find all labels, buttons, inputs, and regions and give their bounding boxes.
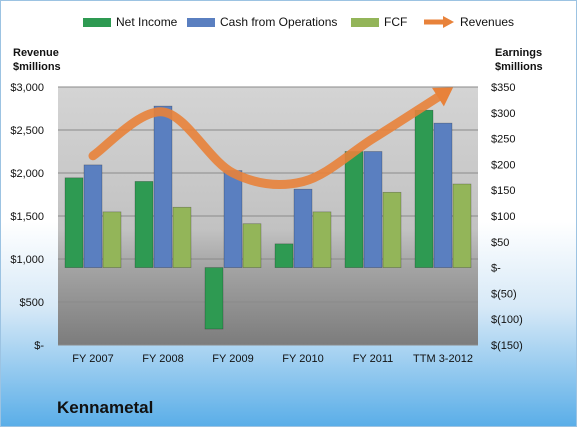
bar-net-income-fy-2009 [205, 268, 223, 329]
bar-cash-from-operations-fy-2011 [364, 152, 382, 268]
bar-net-income-fy-2008 [135, 181, 153, 267]
legend-swatch-cash-from-operations [187, 18, 215, 27]
left-axis-title-line1: Revenue [13, 46, 61, 60]
left-axis-title-line2: $millions [13, 60, 61, 74]
right-tick-label-9: $300 [491, 108, 515, 120]
right-tick-label-6: $150 [491, 185, 515, 197]
legend-label-net-income: Net Income [116, 15, 177, 29]
right-axis-title-line2: $millions [495, 60, 543, 74]
legend-label-fcf: FCF [384, 15, 407, 29]
right-tick-label-7: $200 [491, 159, 515, 171]
right-tick-label-1: $(100) [491, 314, 523, 326]
right-tick-label-8: $250 [491, 134, 515, 146]
bar-net-income-fy-2010 [275, 244, 293, 268]
left-tick-label-1: $500 [20, 297, 44, 309]
left-tick-label-6: $3,000 [10, 82, 44, 94]
company-name: Kennametal [57, 398, 153, 418]
legend-label-revenues: Revenues [460, 15, 514, 29]
right-tick-label-2: $(50) [491, 288, 517, 300]
bar-cash-from-operations-fy-2007 [84, 165, 102, 268]
left-tick-label-0: $- [34, 340, 44, 352]
bar-cash-from-operations-fy-2010 [294, 189, 312, 267]
category-label-fy-2011: FY 2011 [353, 353, 394, 365]
category-label-ttm-3-2012: TTM 3-2012 [413, 353, 473, 365]
bar-fcf-fy-2008 [173, 207, 191, 267]
category-label-fy-2008: FY 2008 [142, 353, 183, 365]
bar-cash-from-operations-fy-2009 [224, 171, 242, 268]
legend-item-net-income: Net Income [83, 15, 177, 29]
right-tick-label-0: $(150) [491, 340, 523, 352]
legend-item-fcf: FCF [351, 15, 407, 29]
bar-cash-from-operations-fy-2008 [154, 106, 172, 268]
bar-net-income-ttm-3-2012 [415, 110, 433, 267]
bar-fcf-fy-2007 [103, 212, 121, 268]
right-axis-title: Earnings $millions [495, 46, 543, 74]
legend-item-revenues: Revenues [423, 15, 514, 29]
legend-swatch-net-income [83, 18, 111, 27]
right-tick-label-5: $100 [491, 211, 515, 223]
bar-cash-from-operations-ttm-3-2012 [434, 123, 452, 267]
left-tick-label-5: $2,500 [10, 125, 44, 137]
category-label-fy-2009: FY 2009 [212, 353, 253, 365]
legend-label-cash-from-operations: Cash from Operations [220, 15, 337, 29]
bar-fcf-ttm-3-2012 [453, 184, 471, 268]
bar-net-income-fy-2011 [345, 152, 363, 268]
bar-fcf-fy-2009 [243, 224, 261, 268]
legend-arrow-icon [423, 16, 455, 28]
bar-net-income-fy-2007 [65, 178, 83, 268]
left-tick-label-2: $1,000 [10, 254, 44, 266]
right-tick-label-4: $50 [491, 237, 509, 249]
left-tick-label-3: $1,500 [10, 211, 44, 223]
left-axis-title: Revenue $millions [13, 46, 61, 74]
category-label-fy-2010: FY 2010 [282, 353, 323, 365]
right-tick-label-10: $350 [491, 82, 515, 94]
left-tick-label-4: $2,000 [10, 168, 44, 180]
right-axis-title-line1: Earnings [495, 46, 543, 60]
bar-fcf-fy-2011 [383, 192, 401, 267]
category-label-fy-2007: FY 2007 [72, 353, 113, 365]
right-tick-label-3: $- [491, 263, 501, 275]
legend-swatch-fcf [351, 18, 379, 27]
bar-fcf-fy-2010 [313, 212, 331, 268]
legend-item-cash-from-operations: Cash from Operations [187, 15, 337, 29]
